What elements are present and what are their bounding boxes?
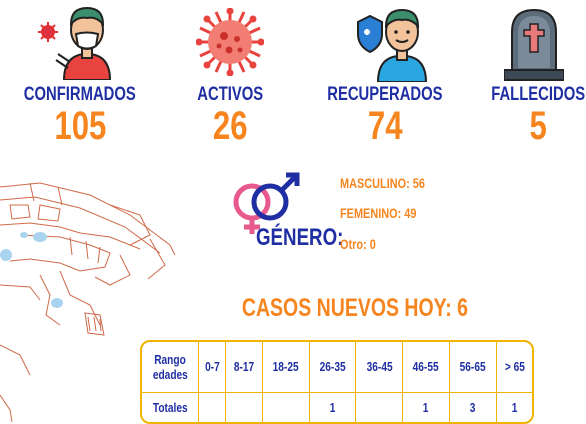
- tombstone-icon: [504, 8, 564, 81]
- table-header-cell: > 65: [496, 342, 532, 393]
- new-cases-heading: CASOS NUEVOS HOY: 6: [241, 294, 468, 322]
- table-cell: [355, 392, 404, 422]
- table-cell: [262, 392, 310, 422]
- doctor-with-virus-icon: [38, 6, 112, 80]
- table-header-cell: 26-35: [309, 342, 357, 393]
- table-header-cell: 18-25: [262, 342, 310, 393]
- gender-femenino: FEMENINO: 49: [340, 205, 417, 221]
- stat-value: 26: [212, 104, 248, 148]
- gender-otro: Otro: 0: [340, 236, 376, 252]
- table-header-cell: 8-17: [225, 342, 263, 393]
- table-row: Rango edades 0-7 8-17 18-25 26-35 36-45 …: [142, 342, 532, 393]
- table-header-cell: 36-45: [355, 342, 404, 393]
- stat-recuperados: RECUPERADOS 74: [310, 0, 460, 150]
- table-header-cell: 46-55: [402, 342, 450, 393]
- stat-value: 74: [367, 104, 403, 148]
- table-header-cell: 56-65: [449, 342, 497, 393]
- gender-symbols-icon: [233, 172, 300, 234]
- table-row-header: Rango edades: [142, 342, 199, 393]
- stat-value: 5: [529, 104, 547, 148]
- stat-value: 105: [53, 104, 107, 148]
- recovered-person-shield-icon: [357, 8, 428, 82]
- table-row: Totales 1 1 3 1: [142, 392, 532, 422]
- table-cell: 1: [309, 392, 357, 422]
- table-cell: 1: [511, 399, 518, 415]
- age-range-table: Rango edades 0-7 8-17 18-25 26-35 36-45 …: [140, 340, 534, 424]
- table-cell: [225, 392, 263, 422]
- table-row-header: Totales: [142, 392, 199, 422]
- table-cell: [198, 392, 227, 422]
- stat-confirmados: CONFIRMADOS 105: [0, 0, 160, 150]
- stat-label: RECUPERADOS: [327, 84, 443, 105]
- table-header-cell: 0-7: [198, 342, 227, 393]
- virus-icon: [196, 8, 264, 76]
- table-cell: 3: [449, 392, 497, 422]
- stat-fallecidos: FALLECIDOS 5: [470, 0, 586, 150]
- gender-label: GÉNERO:: [256, 224, 344, 251]
- gender-masculino: MASCULINO: 56: [340, 175, 425, 191]
- stat-label: FALLECIDOS: [491, 84, 585, 105]
- stat-activos: ACTIVOS 26: [160, 0, 300, 150]
- table-cell: 1: [402, 392, 450, 422]
- city-map-image: [0, 182, 176, 422]
- stat-label: CONFIRMADOS: [24, 84, 136, 105]
- stat-label: ACTIVOS: [197, 84, 263, 105]
